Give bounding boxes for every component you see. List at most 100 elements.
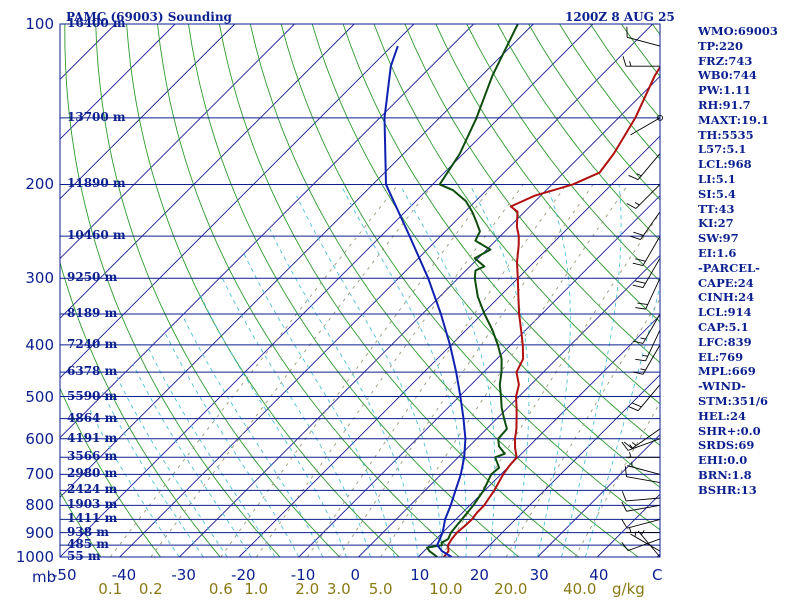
- wind-barb: [632, 257, 661, 289]
- index-item: TH:5535: [698, 127, 754, 142]
- series-line-parcel: [383, 45, 467, 557]
- isotherm-line: [238, 135, 660, 557]
- mixing-ratio-tick-label: 0.1: [98, 580, 123, 598]
- temperature-tick-label: -50: [52, 566, 77, 584]
- mixing-ratio-tick-label: 3.0: [326, 580, 351, 598]
- temperature-tick-label: -20: [231, 566, 256, 584]
- moist-adiabat-line: [116, 376, 228, 557]
- moist-adiabat-line: [469, 184, 530, 557]
- index-item: SI:5.4: [698, 186, 736, 201]
- isotherm-line: [477, 374, 660, 557]
- moist-adiabat-line: [181, 313, 324, 557]
- index-item: PW:1.11: [698, 83, 752, 98]
- wind-barb: [622, 56, 660, 67]
- station-title: PAMC (69003) Sounding: [66, 10, 232, 24]
- index-item: FRZ:743: [698, 53, 753, 68]
- wind-barb: [632, 313, 661, 344]
- mixing-ratio-tick-label: 40.0: [563, 580, 597, 598]
- index-item: SRDS:69: [698, 438, 755, 453]
- index-item: EHI:0.0: [698, 453, 748, 468]
- pressure-tick-label: 700: [25, 465, 54, 484]
- dry-adiabat-lines: [60, 24, 660, 557]
- pressure-tick-label: 400: [25, 335, 54, 354]
- mixing-ratio-tick-label: 10.0: [429, 580, 463, 598]
- height-label: 10460 m: [67, 228, 126, 243]
- temperature-axis-label: C: [652, 566, 663, 584]
- index-item: HEL:24: [698, 408, 746, 423]
- pressure-tick-label: 200: [25, 175, 54, 194]
- wind-barb: [628, 384, 661, 412]
- isotherm-line: [358, 254, 660, 557]
- mixing-ratio-line: [150, 184, 434, 557]
- sounding-time: 1200Z 8 AUG 25: [565, 10, 675, 24]
- pressure-tick-label: 600: [25, 429, 54, 448]
- mixing-ratio-line: [380, 184, 629, 557]
- index-item: -PARCEL-: [698, 260, 760, 275]
- dry-adiabat-line: [188, 24, 520, 557]
- index-item: MAXT:19.1: [698, 112, 769, 127]
- series-line-temperature: [443, 65, 660, 557]
- moist-adiabat-line: [268, 226, 419, 557]
- isotherm-line: [298, 195, 660, 557]
- wind-barb: [626, 26, 661, 47]
- index-item: TP:220: [698, 38, 744, 53]
- moist-adiabat-line: [399, 184, 496, 557]
- height-label: 5590 m: [67, 388, 118, 403]
- isotherm-line: [60, 24, 176, 140]
- index-item: EI:1.6: [698, 245, 737, 260]
- height-label: 13700 m: [67, 109, 126, 124]
- pressure-unit-label: mb: [32, 568, 57, 586]
- index-item: -WIND-: [698, 379, 746, 394]
- height-label: 55 m: [67, 549, 101, 563]
- index-item: KI:27: [698, 216, 734, 231]
- wind-barb: [621, 501, 661, 512]
- pressure-tick-label: 100: [25, 15, 54, 33]
- isotherm-line: [119, 24, 654, 557]
- index-item: LCL:914: [698, 305, 752, 320]
- index-item: WB0:744: [698, 68, 757, 83]
- index-item: WMO:69003: [698, 24, 778, 38]
- height-label: 3566 m: [67, 449, 118, 464]
- index-item: EL:769: [698, 349, 744, 364]
- isotherm-line: [60, 24, 295, 260]
- moist-adiabat-line: [198, 293, 348, 557]
- moist-adiabat-line: [88, 407, 180, 557]
- mixing-ratio-line: [338, 184, 594, 557]
- height-label: 16400 m: [67, 16, 126, 30]
- index-item: CAPE:24: [698, 275, 754, 290]
- temperature-tick-label: 10: [410, 566, 430, 584]
- index-item: SHR+:0.0: [698, 423, 761, 438]
- wind-barb: [621, 491, 661, 502]
- height-label: 4191 m: [67, 430, 118, 445]
- wind-barb: [626, 452, 660, 458]
- stability-index-panel: WMO:69003 TP:220 FRZ:743 WB0:744 PW:1.11 RH:9…: [698, 24, 798, 498]
- moist-adiabat-line: [241, 249, 395, 557]
- height-label: 2424 m: [67, 482, 118, 497]
- moist-adiabat-line: [340, 184, 467, 557]
- temperature-tick-label: 40: [589, 566, 609, 584]
- index-item: TT:43: [698, 201, 735, 216]
- mixing-ratio-unit-label: g/kg: [612, 580, 645, 598]
- wind-barbs: [621, 26, 663, 558]
- profile-series: [383, 24, 660, 557]
- wind-barb: [624, 466, 661, 484]
- height-label: 6378 m: [67, 364, 118, 379]
- temperature-tick-label: 0: [350, 566, 361, 584]
- index-item: LFC:839: [698, 334, 752, 349]
- index-item: STM:351/6: [698, 393, 769, 408]
- wind-barb: [632, 235, 661, 266]
- wind-barb: [632, 344, 661, 375]
- temperature-tick-label: 30: [529, 566, 549, 584]
- mixing-ratio-tick-label: 2.0: [295, 580, 320, 598]
- height-label: 1903 m: [67, 497, 118, 512]
- pressure-tick-label: 500: [25, 387, 54, 406]
- pressure-tick-label: 1000: [15, 548, 54, 566]
- moist-adiabat-line: [163, 329, 300, 557]
- wind-barb: [635, 278, 661, 310]
- index-item: CAP:5.1: [698, 319, 749, 334]
- moist-adiabat-line: [132, 364, 252, 557]
- isotherm-line: [179, 75, 660, 557]
- wind-barb: [621, 538, 661, 552]
- isotherm-line: [60, 24, 236, 200]
